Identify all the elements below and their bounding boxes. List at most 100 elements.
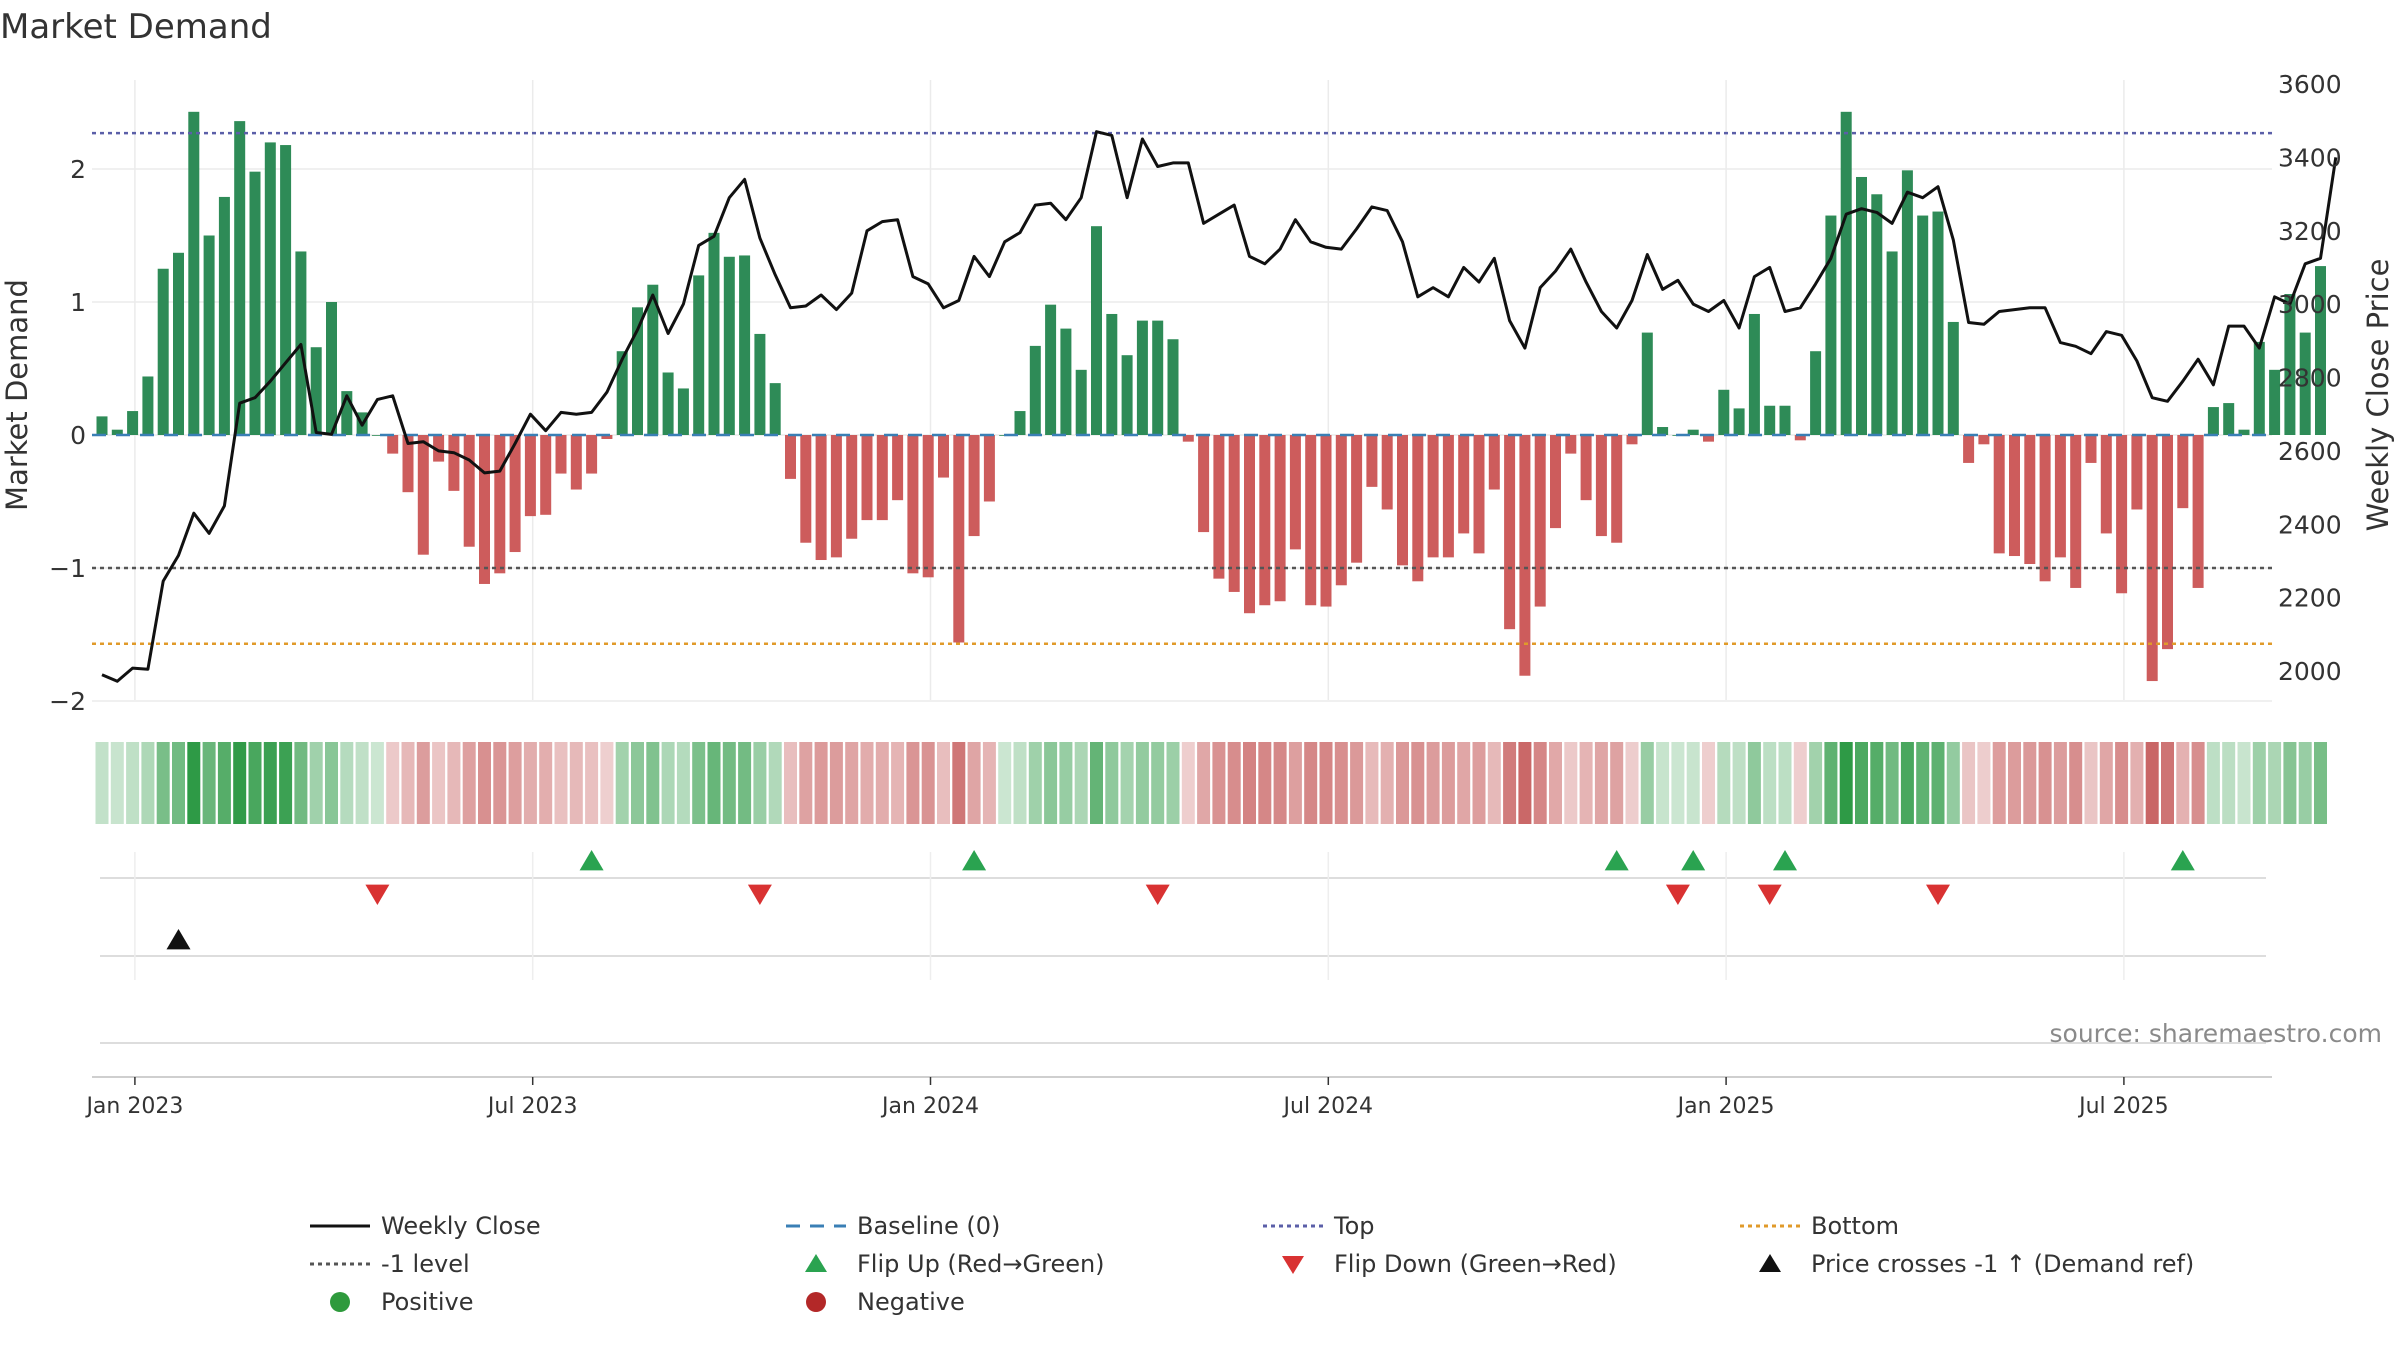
demand-bar: [2253, 341, 2265, 435]
strip-cell: [1916, 742, 1930, 824]
strip-cell: [738, 742, 752, 824]
demand-bar: [127, 411, 139, 435]
legend-swatch: [1282, 1256, 1304, 1274]
strip-cell: [2084, 742, 2098, 824]
strip-cell: [1671, 742, 1685, 824]
strip-cell: [1885, 742, 1899, 824]
demand-bar: [1718, 389, 1730, 435]
strip-cell: [508, 742, 522, 824]
demand-bar: [1136, 320, 1148, 435]
legend-label: Weekly Close: [381, 1212, 541, 1240]
legend-label: Price crosses -1 ↑ (Demand ref): [1811, 1250, 2194, 1278]
demand-bar: [509, 435, 521, 553]
legend-item: Bottom: [1740, 1212, 1899, 1240]
strip-cell: [294, 742, 308, 824]
demand-bar: [1182, 435, 1194, 442]
strip-cell: [921, 742, 935, 824]
demand-bar: [922, 435, 934, 578]
reference-lines: [92, 131, 2272, 646]
demand-bar: [1366, 435, 1378, 487]
strip-cell: [1839, 742, 1853, 824]
strip-cell: [692, 742, 706, 824]
demand-bar: [1060, 328, 1072, 435]
demand-bar: [234, 121, 246, 436]
strip-cell: [2145, 742, 2159, 824]
strip-cell: [952, 742, 966, 824]
cross-marker: [166, 929, 191, 950]
demand-bar: [1320, 435, 1332, 607]
strip-cell: [2115, 742, 2129, 824]
strip-cell: [1227, 742, 1241, 824]
strip-cell: [1503, 742, 1517, 824]
strip-cell: [661, 742, 675, 824]
demand-bar: [601, 435, 613, 439]
demand-bar: [2284, 294, 2296, 435]
demand-bar: [1595, 435, 1607, 537]
demand-bar: [1993, 435, 2005, 554]
strip-cell: [2008, 742, 2021, 824]
legend-label: -1 level: [381, 1250, 470, 1278]
strip-cell: [1181, 742, 1195, 824]
xtick-label: Jan 2025: [1676, 1094, 1775, 1119]
legend-item: Price crosses -1 ↑ (Demand ref): [1759, 1250, 2194, 1278]
demand-bar: [876, 435, 888, 521]
strip-cell: [1013, 742, 1027, 824]
demand-bar: [846, 435, 858, 539]
strip-cell: [462, 742, 476, 824]
strip-cell: [646, 742, 660, 824]
demand-bar: [754, 333, 766, 435]
demand-bar: [111, 429, 123, 435]
demand-bar: [1963, 435, 1975, 463]
strip-cell: [355, 742, 369, 824]
legend-swatch: [806, 1292, 826, 1312]
demand-bar: [1029, 345, 1041, 435]
demand-bar: [1825, 215, 1837, 435]
y2tick-label: 2000: [2278, 657, 2342, 686]
chart-title: Market Demand: [0, 7, 272, 47]
strip-cell: [937, 742, 950, 824]
legend-item: Positive: [330, 1288, 474, 1316]
strip-cell: [2161, 742, 2174, 824]
strip-cell: [722, 742, 736, 824]
demand-bar: [310, 347, 322, 435]
strip-cell: [1487, 742, 1501, 824]
strip-cell: [1763, 742, 1777, 824]
flip-down-marker: [1757, 884, 1782, 905]
strip-cell: [309, 742, 323, 824]
strip-cell: [1411, 742, 1425, 824]
demand-bar: [1519, 435, 1531, 676]
strip-cell: [1579, 742, 1593, 824]
strip-cell: [1197, 742, 1211, 824]
legend-item: Weekly Close: [310, 1212, 541, 1240]
demand-bars: [96, 111, 2326, 682]
demand-bar: [953, 435, 965, 643]
demand-bar: [769, 383, 781, 435]
y2tick-label: 3000: [2278, 290, 2342, 319]
demand-bar: [1427, 435, 1439, 558]
strip-cell: [1717, 742, 1731, 824]
strip-cell: [967, 742, 981, 824]
demand-bar: [1641, 332, 1653, 435]
x-axis-ticks: Jan 2023 Jul 2023 Jan 2024 Jul 2024 Jan 2025…: [84, 1076, 2272, 1119]
demand-bar: [830, 435, 842, 558]
demand-bar: [203, 235, 215, 435]
demand-bar: [1733, 408, 1745, 435]
flip-up-marker: [1604, 850, 1629, 871]
demand-bar: [2116, 435, 2128, 594]
strip-cell: [2252, 742, 2266, 824]
strip-cell: [1824, 742, 1838, 824]
strip-cell: [1028, 742, 1042, 824]
strip-cell: [1243, 742, 1256, 824]
strip-cell: [1304, 742, 1318, 824]
strip-cell: [2099, 742, 2113, 824]
strip-cell: [829, 742, 843, 824]
flip-up-marker: [579, 850, 604, 871]
strip-cell: [1747, 742, 1761, 824]
xtick-label: Jul 2023: [486, 1094, 578, 1119]
strip-cell: [1273, 742, 1287, 824]
demand-bar: [1917, 215, 1929, 435]
strip-cell: [2206, 742, 2220, 824]
strip-cell: [447, 742, 461, 824]
demand-bar: [2146, 435, 2158, 682]
demand-bar: [2100, 435, 2112, 534]
